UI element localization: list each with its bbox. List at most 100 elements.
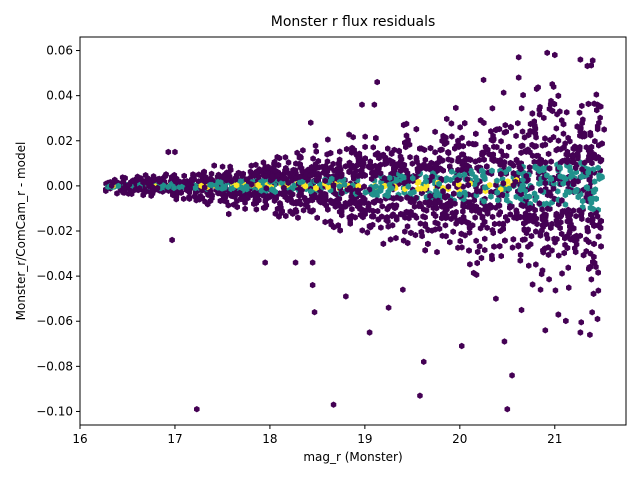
hexbin-cell [444,175,450,183]
hexbin-cell [584,227,591,235]
hexbin-cell [442,207,449,214]
hexbin-cell [500,152,507,159]
hexbin-cell [407,198,414,205]
hexbin-cell [290,210,296,217]
hexbin-cell [539,206,545,213]
hexbin-cell [207,181,213,189]
hexbin-cell [243,183,250,190]
hexbin-cell [298,154,304,161]
hexbin-cell [511,214,517,221]
hexbin-cell [503,213,509,221]
hexbin-cell [542,327,549,334]
hexbin-cell [311,309,318,316]
hexbin-cell [555,137,562,144]
hexbin-cell [356,172,363,179]
hexbin-cell [425,240,431,248]
hexbin-cell [482,235,488,242]
hexbin-cell [376,154,382,162]
hexbin-cell [515,54,522,61]
hexbin-cell [471,141,477,148]
hexbin-cell [171,184,177,192]
hexbin-cell [549,81,555,88]
hexbin-cell [557,108,563,115]
hexbin-cell [513,193,520,201]
hexbin-cell [162,173,168,180]
hexbin-cell [518,105,525,112]
hexbin-cell [225,202,232,209]
hexbin-cell [557,213,563,220]
hexbin-cell [377,170,384,177]
hexbin-cell [502,237,508,244]
hexbin-cell [484,224,490,231]
hexbin-cell [568,173,574,180]
hexbin-cell [368,164,375,171]
hexbin-cell [335,222,341,229]
hexbin-cell [469,170,475,177]
hexbin-cell [283,166,290,174]
hexbin-cell [559,270,565,277]
hexbin-cell [308,119,314,126]
y-tick-label: −0.08 [36,359,73,373]
hexbin-cell [394,161,401,168]
hexbin-cell [194,406,200,413]
hexbin-cell [393,234,399,242]
hexbin-cell [440,188,446,195]
hexbin-cell [283,212,289,220]
hexbin-cell [392,204,398,212]
hexbin-cell [559,197,565,204]
hexbin-cell [348,193,354,200]
hexbin-cell [309,281,316,289]
hexbin-cell [565,213,571,220]
hexbin-cell [156,178,163,185]
hexbin-cell [262,204,268,211]
hexbin-cell [375,163,381,171]
hexbin-cell [489,105,496,112]
hexbin-cell [234,203,240,211]
hexbin-cell [588,276,595,283]
hexbin-cell [294,149,300,156]
hexbin-cell [467,261,473,268]
hexbin-cell [352,214,358,221]
hexbin-cell [292,259,299,266]
hexbin-cell [473,237,479,244]
hexbin-cell [271,158,278,166]
hexbin-cell [226,210,232,218]
hexbin-cell [121,184,127,192]
hexbin-cell [447,163,453,170]
hexbin-cell [360,214,366,221]
hexbin-cell [538,187,544,194]
hexbin-cell [251,172,257,179]
hexbin-cell [385,223,391,230]
hexbin-cell [460,214,467,221]
hexbin-cell [338,207,345,215]
hexbin-cell [430,210,437,217]
hexbin-cell [455,244,461,251]
hexbin-cell [265,193,271,200]
hexbin-cell [401,166,407,173]
hexbin-cell [387,157,393,164]
hexbin-cell [362,133,368,140]
hexbin-cell [463,166,470,173]
hexbin-cell [593,91,600,98]
hexbin-cell [572,248,579,256]
x-axis-label: mag_r (Monster) [303,450,402,464]
hexbin-cell [594,123,601,130]
hexbin-cell [316,197,322,204]
hexbin-cell [595,164,601,171]
y-tick-label: 0.02 [46,134,73,148]
hexbin-cell [448,120,455,127]
hexbin-cell [126,181,133,188]
hexbin-cell [355,182,362,190]
hexbin-cell [115,182,122,190]
hexbin-cell [422,199,429,206]
hexbin-cell [552,287,559,294]
hexbin-cell [211,162,217,169]
hexbin-cell [184,186,190,193]
hexbin-cell [482,246,488,254]
hexbin-cell [541,114,547,122]
hexbin-cell [489,167,495,174]
hexbin-cell [533,143,539,150]
hexbin-cell [549,247,555,254]
hexbin-cell [542,159,549,166]
